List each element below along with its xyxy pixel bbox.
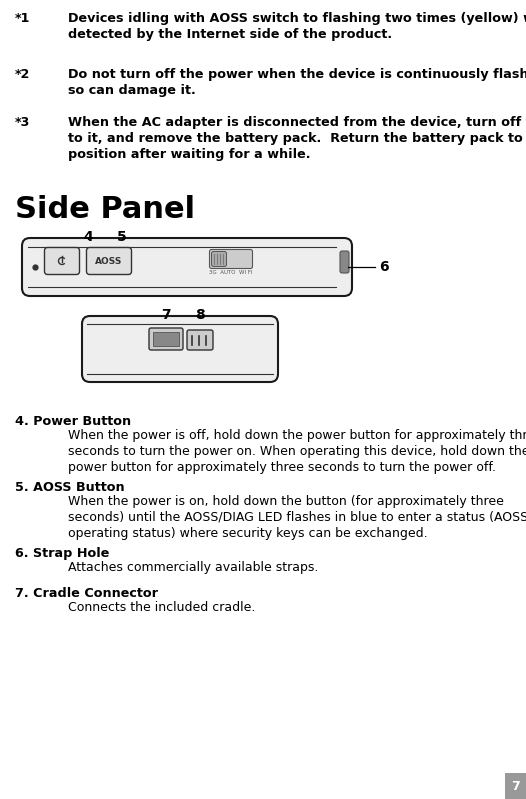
- Text: 7: 7: [511, 780, 520, 793]
- Text: *1: *1: [15, 12, 31, 25]
- FancyBboxPatch shape: [187, 330, 213, 350]
- Text: 5. AOSS Button: 5. AOSS Button: [15, 481, 125, 494]
- Text: When the power is on, hold down the button (for approximately three
seconds) unt: When the power is on, hold down the butt…: [68, 495, 526, 540]
- FancyBboxPatch shape: [45, 248, 79, 275]
- Text: Connects the included cradle.: Connects the included cradle.: [68, 601, 256, 614]
- Text: Attaches commercially available straps.: Attaches commercially available straps.: [68, 561, 318, 574]
- FancyBboxPatch shape: [340, 251, 349, 273]
- Text: 4: 4: [83, 230, 93, 244]
- Text: 3G  AUTO  WI FI: 3G AUTO WI FI: [209, 270, 253, 275]
- Text: 7. Cradle Connector: 7. Cradle Connector: [15, 587, 158, 600]
- Text: Devices idling with AOSS switch to flashing two times (yellow) when
detected by : Devices idling with AOSS switch to flash…: [68, 12, 526, 41]
- Text: When the power is off, hold down the power button for approximately three
second: When the power is off, hold down the pow…: [68, 429, 526, 474]
- FancyBboxPatch shape: [82, 316, 278, 382]
- Text: Side Panel: Side Panel: [15, 195, 195, 224]
- FancyBboxPatch shape: [211, 252, 227, 267]
- Text: Do not turn off the power when the device is continuously flashing. Doing
so can: Do not turn off the power when the devic…: [68, 68, 526, 97]
- Text: *3: *3: [15, 116, 31, 129]
- Bar: [153, 332, 179, 346]
- Text: 8: 8: [195, 308, 205, 322]
- Text: *2: *2: [15, 68, 31, 81]
- Text: 4. Power Button: 4. Power Button: [15, 415, 131, 428]
- Bar: [505, 773, 526, 799]
- FancyBboxPatch shape: [86, 248, 132, 275]
- Text: 5: 5: [117, 230, 127, 244]
- Text: When the AC adapter is disconnected from the device, turn off the power
to it, a: When the AC adapter is disconnected from…: [68, 116, 526, 161]
- FancyBboxPatch shape: [149, 328, 183, 350]
- FancyBboxPatch shape: [209, 249, 252, 268]
- Text: 6. Strap Hole: 6. Strap Hole: [15, 547, 109, 560]
- Text: 7: 7: [161, 308, 171, 322]
- FancyBboxPatch shape: [22, 238, 352, 296]
- Text: 6: 6: [379, 260, 389, 274]
- Text: AOSS: AOSS: [95, 256, 123, 265]
